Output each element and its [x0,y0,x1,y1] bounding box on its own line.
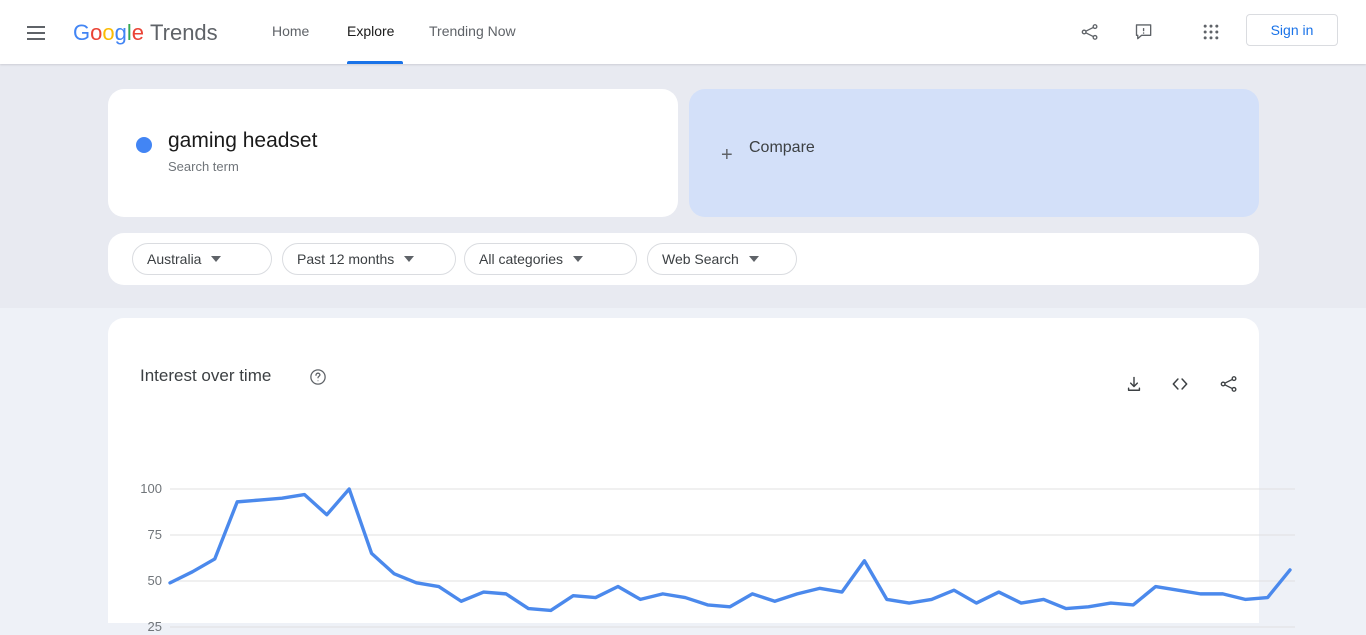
svg-text:50: 50 [148,573,162,588]
svg-text:25: 25 [148,619,162,634]
svg-text:75: 75 [148,527,162,542]
svg-text:100: 100 [140,481,162,496]
